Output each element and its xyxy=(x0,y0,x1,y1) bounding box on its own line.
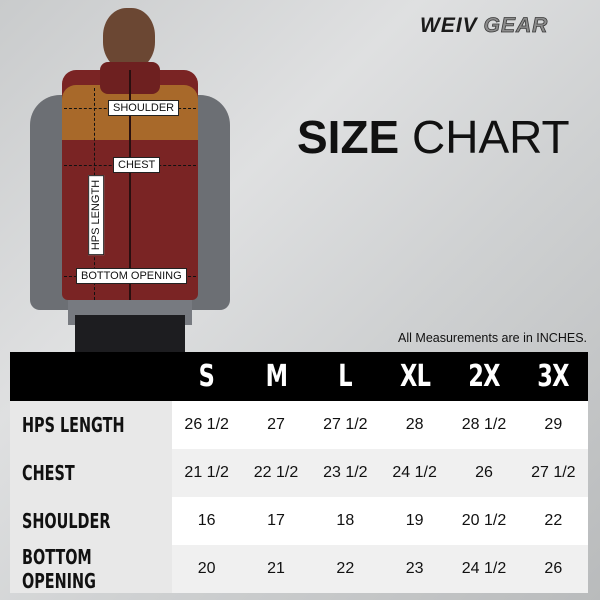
size-2x: 2X xyxy=(449,352,519,401)
measurement-cell: 28 xyxy=(379,401,450,449)
title-light: CHART xyxy=(412,111,570,163)
brand-name-part2: GEAR xyxy=(483,14,549,38)
measurement-cell: 27 1/2 xyxy=(518,449,588,497)
measurement-cell: 20 1/2 xyxy=(449,497,519,545)
shoulder-label: SHOULDER xyxy=(108,100,180,116)
measurement-cell: 21 1/2 xyxy=(172,449,242,497)
measurement-cell: 21 xyxy=(241,545,311,593)
size-header-row: S M L XL 2X 3X xyxy=(10,352,588,401)
brand-logo: WEIV GEAR xyxy=(420,14,548,38)
row-label-text: SHOULDER xyxy=(22,509,111,533)
size-label: XL xyxy=(399,359,431,394)
size-table: S M L XL 2X 3X HPS LENGTH 26 1/2 27 27 1/2 2… xyxy=(10,352,588,593)
page-title: SIZE CHART xyxy=(297,110,570,164)
measurement-cell: 22 xyxy=(310,545,380,593)
bottom-opening-label: BOTTOM OPENING xyxy=(76,268,187,284)
row-label-text: BOTTOM OPENING xyxy=(22,545,96,593)
row-label: CHEST xyxy=(10,449,172,497)
size-label: L xyxy=(338,359,353,394)
table-row: HPS LENGTH 26 1/2 27 27 1/2 28 28 1/2 29 xyxy=(10,401,588,449)
row-label: BOTTOM OPENING xyxy=(10,545,172,593)
hps-length-label: HPS LENGTH xyxy=(88,174,105,256)
table-row: BOTTOM OPENING 20 21 22 23 24 1/2 26 xyxy=(10,545,588,593)
measurement-cell: 17 xyxy=(241,497,311,545)
measurement-cell: 29 xyxy=(518,401,588,449)
measurement-cell: 16 xyxy=(172,497,242,545)
model-photo: SHOULDER CHEST HPS LENGTH BOTTOM OPENING xyxy=(20,0,240,355)
measurement-cell: 24 1/2 xyxy=(379,449,450,497)
size-label: M xyxy=(265,359,287,394)
measurement-cell: 24 1/2 xyxy=(449,545,519,593)
measurement-cell: 26 1/2 xyxy=(172,401,242,449)
measurement-cell: 23 1/2 xyxy=(310,449,380,497)
measurement-cell: 26 xyxy=(449,449,519,497)
measurement-note: All Measurements are in INCHES. xyxy=(398,331,587,345)
row-label-text: HPS LENGTH xyxy=(22,413,125,437)
measurement-cell: 22 1/2 xyxy=(241,449,311,497)
measurement-cell: 27 xyxy=(241,401,311,449)
measurement-cell: 23 xyxy=(379,545,450,593)
table-row: CHEST 21 1/2 22 1/2 23 1/2 24 1/2 26 27 1/2 xyxy=(10,449,588,497)
pants xyxy=(75,315,185,355)
size-m: M xyxy=(241,352,311,401)
row-label: HPS LENGTH xyxy=(10,401,172,449)
measurement-cell: 19 xyxy=(379,497,450,545)
measurement-cell: 26 xyxy=(518,545,588,593)
table-row: SHOULDER 16 17 18 19 20 1/2 22 xyxy=(10,497,588,545)
measurement-cell: 20 xyxy=(172,545,242,593)
row-label: SHOULDER xyxy=(10,497,172,545)
measurement-cell: 27 1/2 xyxy=(310,401,380,449)
size-xl: XL xyxy=(379,352,450,401)
measurement-cell: 18 xyxy=(310,497,380,545)
measurement-cell: 22 xyxy=(518,497,588,545)
chest-label: CHEST xyxy=(113,157,161,173)
brand-name-part1: WEIV xyxy=(420,14,478,37)
model-head xyxy=(103,8,155,70)
size-3x: 3X xyxy=(518,352,588,401)
header-blank xyxy=(10,352,172,401)
vest-zipper xyxy=(129,70,131,300)
size-l: L xyxy=(310,352,380,401)
title-bold: SIZE xyxy=(297,111,400,163)
size-s: S xyxy=(172,352,242,401)
row-label-text: CHEST xyxy=(22,461,75,485)
measurement-cell: 28 1/2 xyxy=(449,401,519,449)
size-label: 2X xyxy=(468,359,500,394)
size-label: 3X xyxy=(537,359,570,394)
size-label: S xyxy=(198,359,215,394)
